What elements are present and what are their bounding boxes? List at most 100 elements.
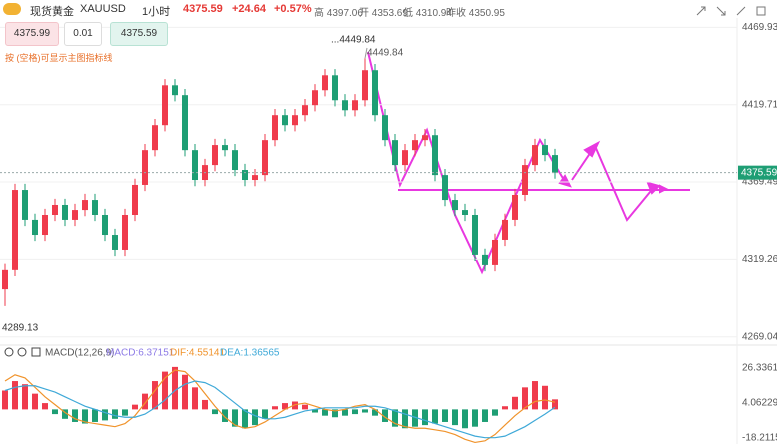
candle-body	[342, 100, 348, 111]
macd-bar	[352, 409, 358, 415]
candle-body	[402, 150, 408, 166]
macd-bar	[362, 409, 368, 413]
macd-bar	[182, 374, 188, 410]
macd-bar	[152, 381, 158, 410]
macd-bar	[62, 409, 68, 419]
prev-close: 昨收 4350.95	[446, 8, 505, 19]
macd-bar	[392, 409, 398, 427]
candle-body	[482, 254, 488, 265]
macd-bar	[322, 409, 328, 416]
macd-bar	[292, 401, 298, 410]
candle-body	[422, 135, 428, 141]
macd-bar	[442, 409, 448, 422]
candle-body	[2, 269, 8, 290]
candle-body	[142, 150, 148, 185]
candle-body	[112, 235, 118, 250]
buy-button[interactable]: 4375.59	[110, 22, 168, 46]
candle-body	[102, 215, 108, 236]
macd-bar	[262, 409, 268, 419]
period[interactable]: 1小时	[142, 6, 171, 18]
low: 低 4310.94	[403, 8, 452, 19]
candle-body	[312, 90, 318, 106]
candle-body	[472, 215, 478, 255]
macd-bar	[492, 409, 498, 416]
candle-body	[552, 155, 558, 173]
macd-line	[4, 369, 556, 444]
macd-bar	[112, 409, 118, 419]
candle-body	[32, 219, 38, 236]
macd-bar	[42, 403, 48, 410]
macd-bar	[192, 387, 198, 410]
macd-bar	[202, 399, 208, 410]
macd-bar	[522, 387, 528, 410]
y-tick-label: 4.06229	[742, 398, 777, 409]
candle-body	[372, 70, 378, 116]
last-price-label: 4375.59	[741, 167, 777, 178]
macd-bar	[372, 409, 378, 416]
candle-body	[502, 219, 508, 240]
candle-body	[22, 190, 28, 220]
y-tick-label: 4319.26	[742, 254, 777, 265]
max-marker	[364, 47, 368, 59]
macd-bar	[342, 409, 348, 416]
candle-body	[62, 204, 68, 220]
candle-body	[492, 239, 498, 265]
macd-bar	[302, 404, 308, 410]
macd-bar	[122, 409, 128, 416]
candle-body	[382, 115, 388, 141]
macd-bar	[332, 409, 338, 418]
macd-bar	[2, 390, 8, 410]
macd-bar	[52, 409, 58, 415]
candle-body	[522, 165, 528, 195]
macd-bar	[212, 409, 218, 415]
macd-bar	[512, 396, 518, 410]
macd-bar	[552, 399, 558, 410]
candle-body	[232, 150, 238, 171]
open: 开 4353.69	[359, 8, 408, 19]
last-price-box	[738, 165, 777, 180]
candle-body	[362, 70, 368, 101]
max-label: 4449.84	[367, 48, 404, 59]
legend-entry: DIF:4.55141	[170, 348, 225, 359]
macd-bar	[402, 409, 408, 429]
candle-body	[182, 95, 188, 151]
candle-body	[462, 210, 468, 216]
macd-bar	[92, 409, 98, 422]
candle-body	[242, 170, 248, 181]
candle-body	[162, 85, 168, 126]
legend-entry: DEA:1.36565	[220, 348, 280, 359]
macd-tools[interactable]	[4, 347, 41, 357]
change-pct: +0.57%	[274, 3, 312, 15]
candle-body	[412, 140, 418, 151]
macd-bar	[12, 381, 18, 410]
candle-body	[192, 150, 198, 181]
candle-body	[432, 135, 438, 176]
candle-body	[292, 115, 298, 126]
candle-body	[132, 184, 138, 216]
macd-bar	[32, 393, 38, 410]
macd-bar	[222, 409, 228, 422]
logo	[3, 3, 21, 18]
macd-bar	[472, 409, 478, 427]
candle-body	[52, 204, 58, 216]
candle-body	[252, 175, 258, 181]
macd-bar	[502, 406, 508, 410]
y-tick-label: 4369.49	[742, 177, 777, 188]
macd-bar	[162, 371, 168, 410]
sell-button[interactable]: 4375.99	[5, 22, 59, 46]
candle-body	[272, 115, 278, 141]
candle-body	[152, 125, 158, 151]
instrument-symbol[interactable]: XAUUSD	[80, 3, 126, 15]
macd-bar	[102, 409, 108, 421]
macd-bar	[242, 409, 248, 429]
candle-body	[442, 175, 448, 201]
y-tick-label: -18.21152	[742, 433, 777, 444]
macd-bar	[482, 409, 488, 422]
macd-bar	[172, 366, 178, 410]
macd-bar	[432, 409, 438, 424]
instrument-name[interactable]: 现货黄金	[30, 6, 74, 18]
candle-body	[222, 145, 228, 151]
lot-input[interactable]: 0.01	[64, 22, 102, 46]
toolbar-icons[interactable]	[696, 6, 766, 16]
